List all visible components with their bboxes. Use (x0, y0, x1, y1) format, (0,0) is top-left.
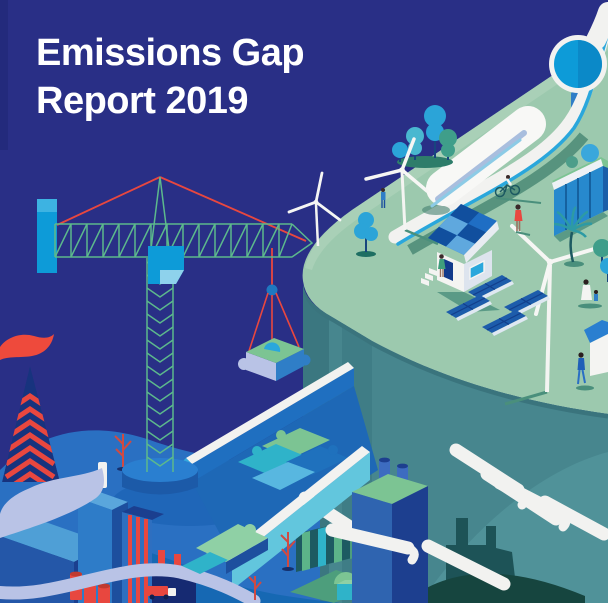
cloud-b (493, 476, 608, 541)
crane-lattice (54, 176, 314, 472)
report-title: Emissions Gap Report 2019 (36, 30, 305, 126)
cloud-front-factory (325, 523, 511, 591)
palm-tree (553, 206, 593, 267)
red-trees-small (248, 532, 296, 600)
wind-turbine-nose (287, 171, 342, 247)
wind-turbine-small (364, 137, 439, 246)
pedestrian-blue-cliff (576, 352, 594, 391)
industrial-city (0, 334, 403, 603)
crane-cables (56, 176, 307, 285)
left-edge-shade (0, 0, 8, 150)
report-title-line1: Emissions Gap (36, 32, 305, 74)
cyan-bridge (224, 446, 370, 590)
house-partial-right (584, 320, 608, 376)
house-door (444, 259, 453, 281)
checkered-roof-house (421, 204, 500, 312)
pedestrian-green (438, 254, 446, 277)
crane-pedestal (122, 458, 198, 495)
house-steps (421, 268, 437, 286)
construction-crane (37, 176, 314, 472)
truck (146, 586, 176, 600)
train-pod (422, 106, 546, 215)
roof-dome-tree (581, 144, 599, 162)
pedestrian-red (514, 204, 531, 236)
tree-on-nose (354, 212, 378, 257)
wind-turbine-large (504, 224, 603, 406)
pedestrian-small-blue (381, 188, 386, 208)
solar-panels (446, 275, 550, 336)
dark-dome-hill (404, 573, 585, 603)
tube-portal (549, 2, 608, 93)
report-title-line2: Report 2019 (36, 79, 249, 122)
edge-trees (593, 239, 608, 282)
tree-cluster (392, 105, 457, 168)
house-window (469, 259, 485, 281)
ground-puzzle-pieces (238, 428, 348, 490)
lavender-road (0, 563, 261, 603)
crane-cab (148, 246, 184, 284)
crane-pulley (266, 284, 278, 296)
cyclist (494, 175, 542, 204)
pedestrian-white-with-child (578, 279, 602, 309)
smoke-plume (0, 468, 104, 538)
flat-green-puzzle (182, 524, 268, 574)
red-flag (0, 334, 54, 360)
glass-building (552, 144, 608, 242)
crane-counterweight (37, 199, 57, 273)
red-stripes (128, 515, 148, 603)
hanging-puzzle-piece (238, 338, 311, 381)
